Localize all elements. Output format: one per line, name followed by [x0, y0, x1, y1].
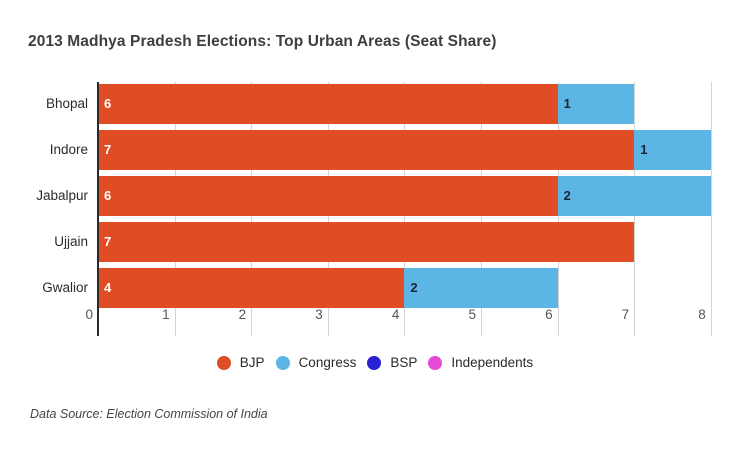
bar-value-label-congress-bhopal: 1 — [563, 96, 571, 111]
bar-value-label-bjp-ujjain: 7 — [104, 234, 112, 249]
legend-item-bjp: BJP — [216, 355, 265, 370]
x-tick-label-2: 2 — [238, 307, 247, 322]
bar-segment-bjp-indore — [98, 130, 635, 170]
bar-segment-bjp-jabalpur — [98, 176, 558, 216]
x-tick-label-4: 4 — [391, 307, 400, 322]
bar-value-label-bjp-gwalior: 4 — [104, 280, 112, 295]
legend-swatch-congress — [275, 355, 290, 370]
gridline-8 — [710, 82, 712, 336]
legend-swatch-bjp — [216, 355, 231, 370]
bar-value-label-congress-gwalior: 2 — [410, 280, 418, 295]
bar-value-label-bjp-indore: 7 — [104, 142, 112, 157]
x-tick-label-8: 8 — [698, 307, 706, 322]
bar-segment-bjp-gwalior — [98, 268, 405, 308]
bar-value-label-bjp-jabalpur: 6 — [104, 188, 112, 203]
category-label-jabalpur: Jabalpur — [36, 188, 88, 203]
category-label-bhopal: Bhopal — [45, 96, 88, 111]
x-tick-label-6: 6 — [545, 307, 553, 322]
legend: BJP Congress BSP Independents — [0, 355, 750, 370]
legend-item-bsp: BSP — [367, 355, 417, 370]
data-source-note: Data Source: Election Commission of Indi… — [30, 407, 268, 421]
legend-label-bjp: BJP — [239, 355, 265, 370]
bar-value-label-congress-jabalpur: 2 — [563, 188, 571, 203]
bar-segment-congress-indore — [634, 130, 711, 170]
bar-segment-bjp-ujjain — [98, 222, 635, 262]
legend-item-independents: Independents — [428, 355, 533, 370]
x-tick-label-0: 0 — [85, 307, 93, 322]
chart-title: 2013 Madhya Pradesh Elections: Top Urban… — [28, 33, 497, 50]
legend-swatch-bsp — [367, 355, 382, 370]
legend-label-bsp: BSP — [390, 355, 418, 370]
bar-value-label-congress-indore: 1 — [640, 142, 648, 157]
x-tick-label-3: 3 — [315, 307, 323, 322]
bar-value-label-bjp-bhopal: 6 — [104, 96, 112, 111]
axis-baseline — [97, 82, 99, 336]
x-tick-label-7: 7 — [621, 307, 630, 322]
legend-label-independents: Independents — [451, 355, 534, 370]
legend-swatch-independents — [428, 355, 443, 370]
x-tick-label-1: 1 — [162, 307, 170, 322]
bar-segment-congress-jabalpur — [557, 176, 711, 216]
legend-item-congress: Congress — [275, 355, 357, 370]
x-tick-label-5: 5 — [468, 307, 476, 322]
category-label-ujjain: Ujjain — [54, 234, 88, 249]
category-label-indore: Indore — [49, 142, 88, 157]
bar-segment-congress-bhopal — [557, 84, 635, 124]
bar-segment-bjp-bhopal — [98, 84, 558, 124]
category-label-gwalior: Gwalior — [42, 280, 88, 295]
bar-segment-congress-gwalior — [404, 268, 558, 308]
legend-label-congress: Congress — [298, 355, 357, 370]
